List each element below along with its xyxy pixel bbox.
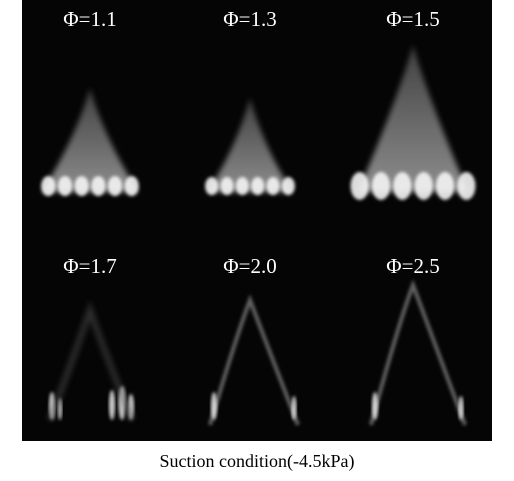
flames bbox=[41, 45, 476, 426]
panel-label: Φ=2.0 bbox=[223, 254, 276, 278]
panel-label: Φ=1.3 bbox=[223, 7, 276, 31]
flame-cone bbox=[208, 98, 292, 192]
flame-cell bbox=[205, 177, 219, 195]
flame-cell bbox=[393, 172, 412, 200]
flame-cell bbox=[74, 176, 89, 196]
flame-cell bbox=[281, 177, 295, 195]
flame-arc bbox=[369, 279, 467, 426]
flame-cell bbox=[107, 176, 123, 196]
flame-cell bbox=[235, 177, 249, 195]
panel-label: Φ=1.1 bbox=[63, 7, 116, 31]
flame-cell bbox=[435, 172, 455, 200]
flame-cell bbox=[266, 177, 280, 195]
panel-label: Φ=2.5 bbox=[386, 254, 439, 278]
flame-streak bbox=[291, 396, 297, 420]
flame-cell bbox=[414, 172, 433, 200]
flame-cell bbox=[457, 172, 476, 200]
flame-streak bbox=[211, 392, 217, 420]
flame-cone bbox=[358, 45, 468, 192]
flame-cell bbox=[251, 177, 265, 195]
caption: Suction condition(-4.5kPa) bbox=[160, 451, 355, 472]
flame-cone bbox=[47, 300, 135, 422]
panel-label: Φ=1.5 bbox=[386, 7, 439, 31]
flame-streak bbox=[109, 390, 115, 420]
flame-arc bbox=[208, 294, 300, 426]
flame-cone bbox=[42, 88, 138, 192]
flame-cell bbox=[57, 176, 73, 196]
flame-cell bbox=[220, 177, 234, 195]
flame-cell bbox=[124, 176, 139, 196]
flame-cell bbox=[350, 172, 369, 200]
flame-streak bbox=[372, 392, 378, 420]
flame-cell bbox=[371, 172, 391, 200]
flame-cell bbox=[41, 176, 56, 196]
panel-label: Φ=1.7 bbox=[63, 254, 116, 278]
flame-streak bbox=[458, 396, 464, 420]
flame-cell bbox=[91, 176, 106, 196]
photo-background bbox=[22, 0, 492, 441]
